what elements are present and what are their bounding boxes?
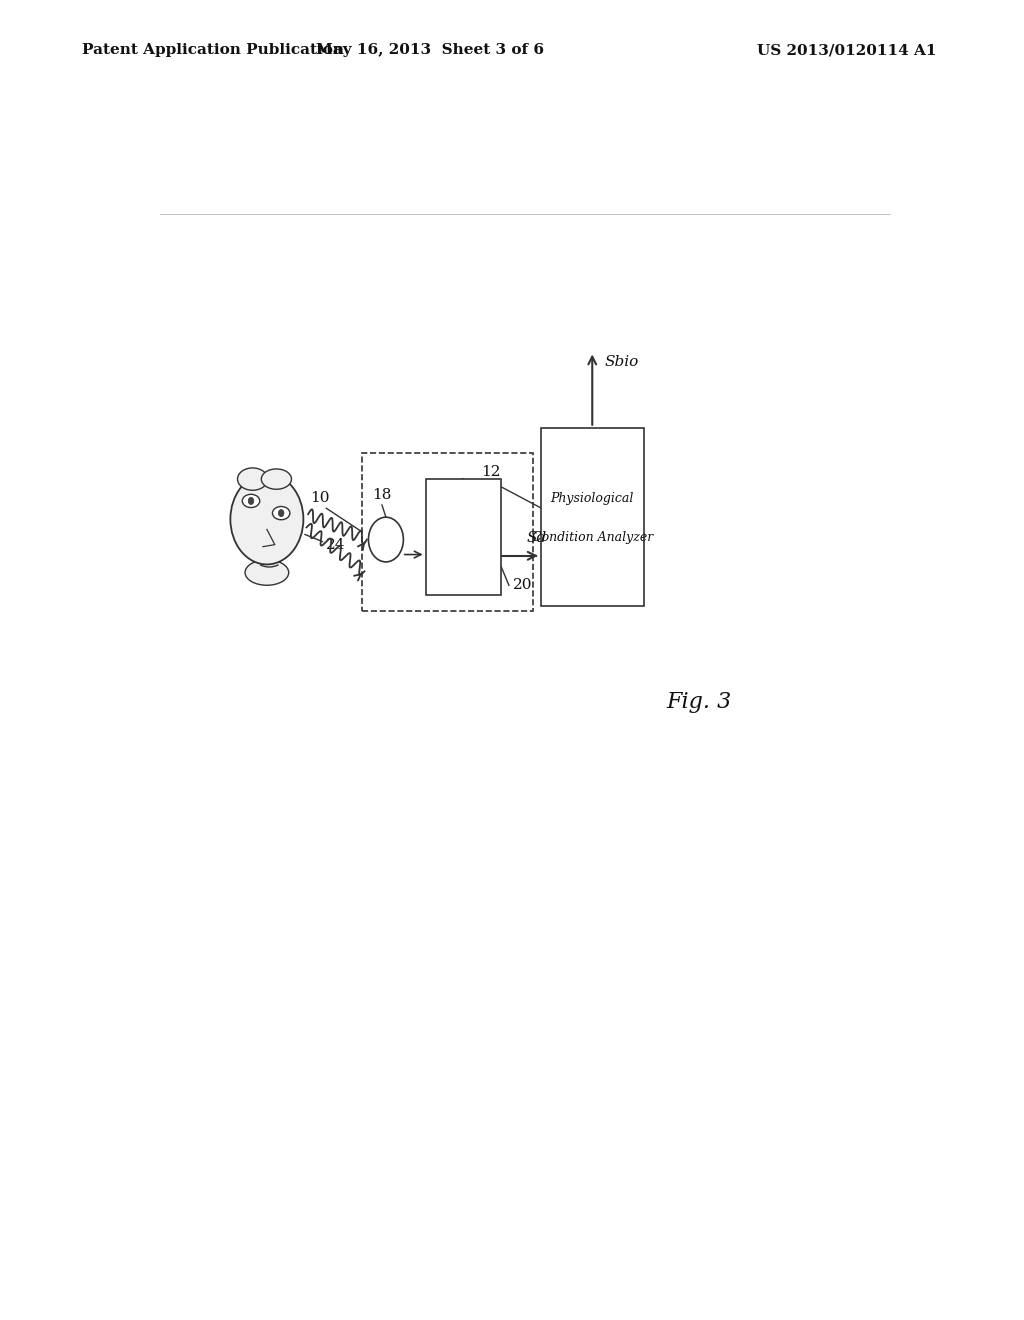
Ellipse shape: [238, 467, 267, 490]
Text: Sd: Sd: [526, 531, 547, 545]
Ellipse shape: [243, 494, 260, 507]
Text: May 16, 2013  Sheet 3 of 6: May 16, 2013 Sheet 3 of 6: [316, 44, 544, 57]
Text: Sbio: Sbio: [604, 355, 638, 368]
Text: 12: 12: [481, 466, 501, 479]
Ellipse shape: [272, 507, 290, 520]
Ellipse shape: [248, 498, 254, 504]
Text: 10: 10: [310, 491, 330, 506]
Text: Patent Application Publication: Patent Application Publication: [82, 44, 344, 57]
Ellipse shape: [261, 469, 292, 490]
Ellipse shape: [245, 560, 289, 585]
Text: Physiological: Physiological: [551, 492, 634, 504]
Text: 18: 18: [373, 488, 391, 502]
Bar: [362, 453, 532, 611]
Text: Sensor: Sensor: [441, 545, 485, 558]
Ellipse shape: [279, 510, 284, 516]
Text: 24: 24: [327, 537, 346, 552]
Text: Image: Image: [443, 515, 483, 528]
Bar: [426, 479, 501, 595]
Ellipse shape: [230, 474, 303, 565]
Text: Fig. 3: Fig. 3: [667, 692, 732, 713]
Bar: [541, 428, 644, 606]
Text: Condition Analyzer: Condition Analyzer: [531, 531, 653, 544]
Text: 20: 20: [513, 578, 532, 593]
Circle shape: [369, 517, 403, 562]
Text: US 2013/0120114 A1: US 2013/0120114 A1: [758, 44, 937, 57]
